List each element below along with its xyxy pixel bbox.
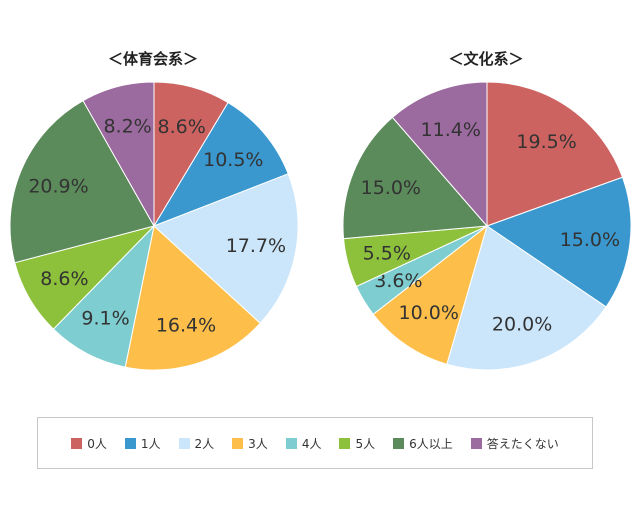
pie-slice-1-2 <box>446 225 607 371</box>
pie-slice-1-0 <box>486 81 624 227</box>
legend-label-6: 6人以上 <box>409 436 453 451</box>
slice-label-1-3: 10.0% <box>399 302 459 324</box>
pie-slice-0-1 <box>152 101 289 227</box>
legend-label-5: 5人 <box>355 436 376 451</box>
slice-label-0-5: 8.6% <box>40 268 88 290</box>
pie-slice-0-2 <box>153 173 299 324</box>
pie-slice-1-6 <box>342 116 489 240</box>
pie-slice-1-7 <box>391 81 488 228</box>
slice-label-0-6: 20.9% <box>28 176 88 198</box>
legend-swatch-3 <box>232 437 244 449</box>
slice-label-1-1: 15.0% <box>560 229 620 251</box>
legend-label-4: 4人 <box>301 436 322 451</box>
pie-slice-0-4 <box>52 224 155 368</box>
legend-label-3: 3人 <box>248 436 268 451</box>
slice-label-1-7: 11.4% <box>421 119 481 141</box>
slice-label-1-6: 15.0% <box>361 177 421 199</box>
slice-label-1-0: 19.5% <box>516 131 576 153</box>
legend-swatch-0 <box>71 437 83 449</box>
legend-item-6: 6人以上 <box>393 435 453 452</box>
pie-slice-0-6 <box>9 100 155 264</box>
pie-slice-1-1 <box>485 176 632 308</box>
legend-item-7: 答えたくない <box>470 435 559 452</box>
legend-swatch-6 <box>393 437 405 449</box>
slice-label-0-3: 16.4% <box>156 315 216 337</box>
legend-item-2: 2人 <box>178 435 215 452</box>
legend-label-7: 答えたくない <box>486 436 559 451</box>
slice-label-0-0: 8.6% <box>158 116 206 138</box>
legend-label-1: 1人 <box>140 436 161 451</box>
legend-swatch-5 <box>339 437 351 449</box>
slice-label-1-2: 20.0% <box>492 314 552 336</box>
legend-item-0: 0人 <box>71 435 107 452</box>
slice-label-0-2: 17.7% <box>226 235 286 257</box>
legend-swatch-4 <box>285 437 297 449</box>
slice-label-0-1: 10.5% <box>203 149 263 171</box>
chart-title-sports: ＜体育会系＞ <box>108 50 198 68</box>
slice-label-1-5: 5.5% <box>363 243 411 265</box>
pie-slice-0-3 <box>124 225 261 371</box>
pie-slice-1-3 <box>372 224 488 365</box>
legend-swatch-2 <box>178 437 190 449</box>
legend-label-0: 0人 <box>87 436 107 451</box>
legend-item-1: 1人 <box>124 435 161 452</box>
chart-title-culture: ＜文化系＞ <box>448 50 523 68</box>
slice-label-0-7: 8.2% <box>103 116 151 138</box>
pie-chart-sports: ＜体育会系＞ 8.6% 10.5% 17.7% 16.4% 9.1% 8.6% 20.9% 8… <box>9 50 299 371</box>
pie-chart-culture: ＜文化系＞ 19.5% 15.0% 20.0% 10.0% 3.6% 5.5% 15.0% 1… <box>342 50 632 371</box>
legend-item-4: 4人 <box>285 435 322 452</box>
legend-item-5: 5人 <box>339 435 375 452</box>
legend-swatch-1 <box>124 437 136 449</box>
slice-label-0-4: 9.1% <box>81 308 129 330</box>
legend-label-2: 2人 <box>194 436 215 451</box>
pie-slice-0-7 <box>82 81 155 228</box>
legend-swatch-7 <box>470 437 482 449</box>
legend-item-3: 3人 <box>232 435 268 452</box>
slice-label-1-4: 3.6% <box>374 270 422 292</box>
legend: 0人 1人 2人 3人 4人 5人 6人以上 答えたくない <box>37 417 593 469</box>
